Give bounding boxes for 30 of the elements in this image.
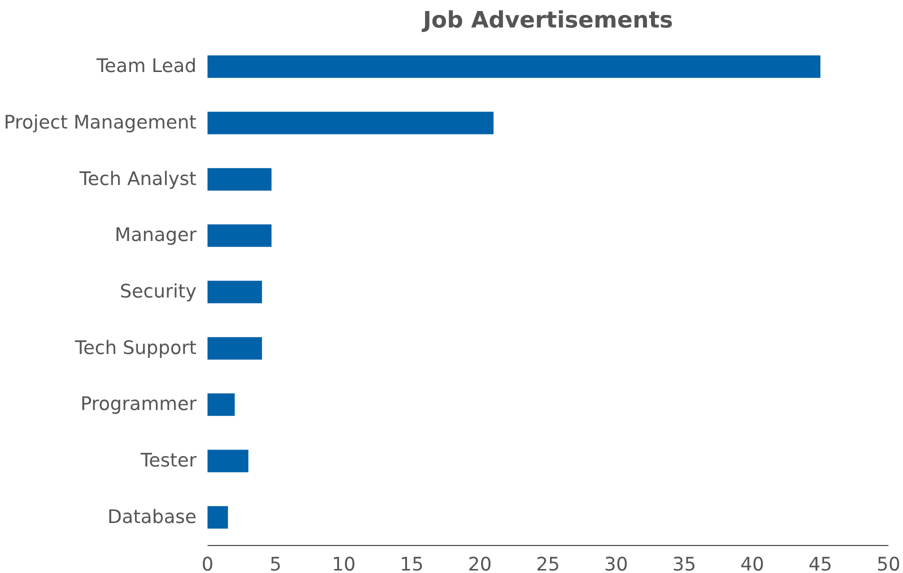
bar <box>208 280 262 304</box>
y-tick-label: Security <box>120 282 197 302</box>
chart-title: Job Advertisements <box>420 8 674 34</box>
x-tick-label: 45 <box>808 554 832 573</box>
x-tick-label: 35 <box>672 554 696 573</box>
x-tick-label: 15 <box>400 554 424 573</box>
y-tick-label: Team Lead <box>95 56 197 78</box>
bar <box>208 168 272 191</box>
x-tick-label: 5 <box>270 554 282 573</box>
bar <box>208 506 228 529</box>
bar <box>208 112 494 134</box>
y-tick-label: Manager <box>114 225 197 246</box>
bar <box>208 224 272 247</box>
y-tick-label: Programmer <box>80 394 197 416</box>
x-tick-label: 20 <box>468 554 492 573</box>
y-tick-label: Tester <box>140 450 197 472</box>
x-tick-label: 25 <box>536 554 560 573</box>
x-tick-label: 30 <box>604 554 628 573</box>
x-tick-label: 0 <box>202 554 214 573</box>
y-tick-label: Project Management <box>4 112 197 134</box>
bar <box>208 55 820 78</box>
y-tick-label: Tech Analyst <box>78 168 197 190</box>
y-tick-label: Database <box>107 506 197 528</box>
bar <box>208 450 248 472</box>
bar <box>208 337 262 360</box>
bar <box>208 393 235 416</box>
x-tick-label: 40 <box>740 554 764 573</box>
x-tick-label: 50 <box>876 554 900 573</box>
x-tick-label: 10 <box>332 554 356 573</box>
y-tick-label: Tech Support <box>74 338 197 359</box>
